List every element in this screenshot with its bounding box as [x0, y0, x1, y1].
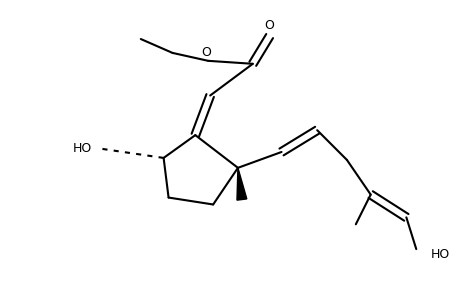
Polygon shape [236, 168, 246, 200]
Text: O: O [201, 46, 211, 59]
Text: O: O [264, 19, 274, 32]
Text: HO: HO [73, 142, 92, 154]
Text: HO: HO [430, 248, 449, 260]
